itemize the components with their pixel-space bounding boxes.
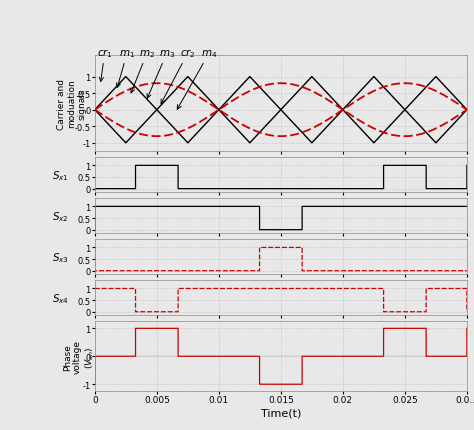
- Y-axis label: $S_{x3}$: $S_{x3}$: [52, 250, 69, 264]
- Text: $m_3$: $m_3$: [147, 49, 175, 99]
- Text: $cr_2$: $cr_2$: [161, 47, 196, 104]
- X-axis label: Time(t): Time(t): [261, 407, 301, 417]
- Y-axis label: $S_{x1}$: $S_{x1}$: [53, 169, 69, 182]
- Text: $m_1$: $m_1$: [116, 49, 135, 88]
- Text: $cr_1$: $cr_1$: [97, 47, 113, 82]
- Y-axis label: $S_{x2}$: $S_{x2}$: [53, 209, 69, 223]
- Text: $m_4$: $m_4$: [177, 49, 217, 110]
- Text: $m_2$: $m_2$: [131, 49, 155, 94]
- Y-axis label: $S_{x4}$: $S_{x4}$: [52, 291, 69, 305]
- Y-axis label: Carrier and
moduation
signals: Carrier and moduation signals: [57, 78, 87, 129]
- Y-axis label: Phase
voltage
$(V_{an})$: Phase voltage $(V_{an})$: [63, 340, 96, 373]
